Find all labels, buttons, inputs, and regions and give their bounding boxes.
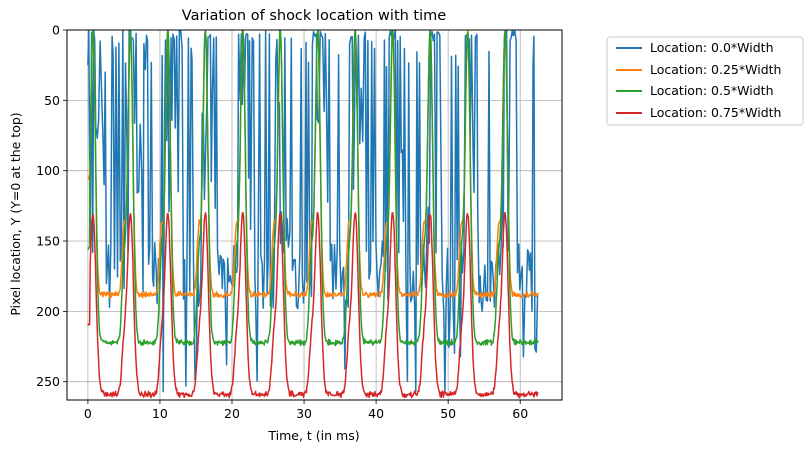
series-line-0 (87, 30, 539, 393)
x-tick-label: 40 (368, 406, 384, 421)
legend-label-series-1: Location: 0.25*Width (650, 62, 781, 77)
legend-label-series-2: Location: 0.5*Width (650, 83, 774, 98)
series-line-3 (87, 212, 539, 399)
x-tick-label: 60 (512, 406, 528, 421)
y-tick-label: 250 (36, 374, 60, 389)
y-tick-label: 150 (36, 234, 60, 249)
legend-label-series-3: Location: 0.75*Width (650, 105, 781, 120)
y-tick-label: 0 (52, 23, 60, 38)
x-tick-label: 0 (84, 406, 92, 421)
y-tick-label: 50 (44, 93, 60, 108)
y-axis-title: Pixel location, Y (Y=0 at the top) (8, 112, 23, 315)
y-tick-label: 100 (36, 163, 60, 178)
plot-frame (66, 29, 563, 401)
x-tick-label: 30 (296, 406, 312, 421)
y-tick-label: 200 (36, 304, 60, 319)
series-group (87, 30, 539, 399)
x-axis: 0 10 20 30 40 50 60 (84, 400, 528, 421)
chart-title: Variation of shock location with time (182, 8, 446, 24)
legend-box (606, 36, 804, 126)
legend-label-series-0: Location: 0.0*Width (650, 40, 774, 55)
x-axis-title: Time, t (in ms) (267, 428, 359, 443)
x-tick-label: 10 (152, 406, 168, 421)
series-line-2 (87, 30, 539, 347)
x-tick-label: 20 (224, 406, 240, 421)
x-tick-label: 50 (440, 406, 456, 421)
legend: Location: 0.0*Width Location: 0.25*Width… (606, 36, 804, 126)
y-axis: 0 50 100 150 200 250 (36, 23, 67, 389)
